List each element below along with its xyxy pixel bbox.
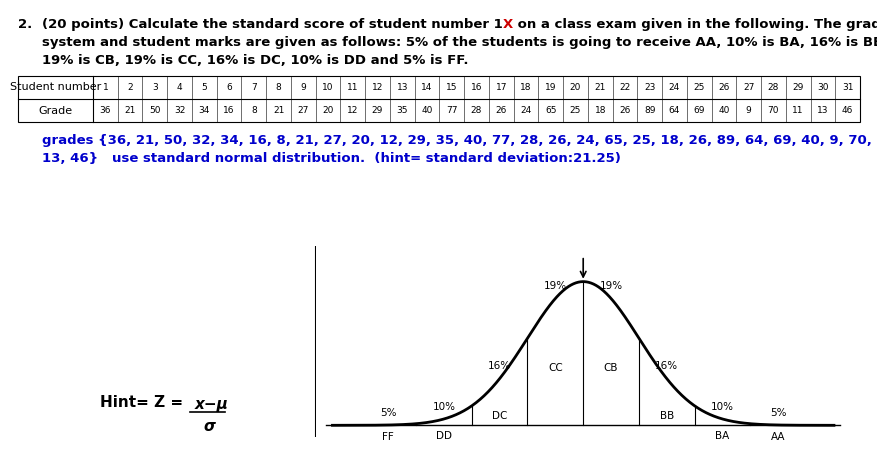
Text: 18: 18 (595, 106, 606, 115)
Text: system and student marks are given as follows: 5% of the students is going to re: system and student marks are given as fo… (42, 36, 877, 49)
Text: 19%: 19% (544, 281, 567, 291)
Text: 4: 4 (177, 83, 182, 92)
Text: 13, 46}   use standard normal distribution.  (hint= standard deviation:21.25): 13, 46} use standard normal distribution… (42, 152, 621, 165)
Text: 10: 10 (323, 83, 334, 92)
Text: BB: BB (660, 411, 674, 421)
Text: CC: CC (548, 363, 563, 373)
Text: 16%: 16% (488, 361, 511, 371)
Text: FF: FF (382, 432, 394, 442)
Text: 17: 17 (496, 83, 507, 92)
Text: 16%: 16% (655, 361, 678, 371)
Text: Grade: Grade (39, 106, 73, 116)
Text: 14: 14 (421, 83, 432, 92)
Text: 22: 22 (619, 83, 631, 92)
Text: DC: DC (492, 411, 507, 421)
Text: 11: 11 (347, 83, 359, 92)
Text: 50: 50 (149, 106, 160, 115)
Text: 7: 7 (251, 83, 257, 92)
Text: 9: 9 (301, 83, 306, 92)
Text: 30: 30 (817, 83, 829, 92)
Text: 26: 26 (619, 106, 631, 115)
Text: 29: 29 (793, 83, 804, 92)
Text: 26: 26 (718, 83, 730, 92)
Text: 11: 11 (793, 106, 804, 115)
Text: 36: 36 (100, 106, 111, 115)
Text: 26: 26 (496, 106, 507, 115)
Text: 6: 6 (226, 83, 232, 92)
Text: 19% is CB, 19% is CC, 16% is DC, 10% is DD and 5% is FF.: 19% is CB, 19% is CC, 16% is DC, 10% is … (42, 54, 468, 67)
Text: X: X (503, 18, 513, 31)
Text: 28: 28 (767, 83, 779, 92)
Text: 25: 25 (694, 83, 705, 92)
Text: 28: 28 (471, 106, 482, 115)
Text: 19: 19 (545, 83, 557, 92)
Text: 24: 24 (520, 106, 531, 115)
Text: 20: 20 (570, 83, 581, 92)
Text: 23: 23 (644, 83, 655, 92)
Bar (18, 76, 860, 122)
Text: 8: 8 (275, 83, 282, 92)
Text: on a class exam given in the following. The grade: on a class exam given in the following. … (513, 18, 877, 31)
Text: 5%: 5% (770, 408, 787, 418)
Text: 20: 20 (323, 106, 334, 115)
Text: 3: 3 (152, 83, 158, 92)
Text: 29: 29 (372, 106, 383, 115)
Text: x−μ: x−μ (195, 397, 229, 412)
Text: 27: 27 (297, 106, 309, 115)
Text: 13: 13 (396, 83, 408, 92)
Text: 69: 69 (694, 106, 705, 115)
Text: 24: 24 (669, 83, 680, 92)
Text: 1: 1 (103, 83, 108, 92)
Text: 21: 21 (273, 106, 284, 115)
Text: 19%: 19% (600, 281, 623, 291)
Text: Student number: Student number (10, 82, 101, 92)
Text: 8: 8 (251, 106, 257, 115)
Text: 65: 65 (545, 106, 557, 115)
Text: AA: AA (771, 432, 786, 442)
Text: 9: 9 (745, 106, 752, 115)
Text: 15: 15 (446, 83, 458, 92)
Text: 21: 21 (125, 106, 136, 115)
Text: 13: 13 (817, 106, 829, 115)
Text: 2.: 2. (18, 18, 32, 31)
Text: 40: 40 (421, 106, 432, 115)
Text: 27: 27 (743, 83, 754, 92)
Text: 16: 16 (471, 83, 482, 92)
Text: CB: CB (604, 363, 618, 373)
Text: 25: 25 (570, 106, 581, 115)
Text: 16: 16 (224, 106, 235, 115)
Text: 10%: 10% (432, 402, 455, 412)
Text: σ: σ (203, 419, 215, 434)
Text: (20 points) Calculate the standard score of student number 1: (20 points) Calculate the standard score… (42, 18, 503, 31)
Text: 21: 21 (595, 83, 606, 92)
Text: 40: 40 (718, 106, 730, 115)
Text: 10%: 10% (711, 402, 734, 412)
Text: grades {36, 21, 50, 32, 34, 16, 8, 21, 27, 20, 12, 29, 35, 40, 77, 28, 26, 24, 6: grades {36, 21, 50, 32, 34, 16, 8, 21, 2… (42, 134, 877, 147)
Text: 32: 32 (174, 106, 185, 115)
Text: 77: 77 (446, 106, 458, 115)
Text: 2: 2 (127, 83, 133, 92)
Text: 64: 64 (669, 106, 681, 115)
Text: 46: 46 (842, 106, 853, 115)
Text: 5%: 5% (380, 408, 396, 418)
Text: 5: 5 (202, 83, 207, 92)
Text: 18: 18 (520, 83, 531, 92)
Text: 89: 89 (644, 106, 655, 115)
Text: 12: 12 (347, 106, 359, 115)
Text: 70: 70 (767, 106, 779, 115)
Text: 31: 31 (842, 83, 853, 92)
Text: 34: 34 (199, 106, 210, 115)
Text: Hint= Z =: Hint= Z = (100, 395, 183, 410)
Text: 12: 12 (372, 83, 383, 92)
Text: 35: 35 (396, 106, 408, 115)
Text: BA: BA (716, 430, 730, 440)
Text: DD: DD (436, 430, 452, 440)
